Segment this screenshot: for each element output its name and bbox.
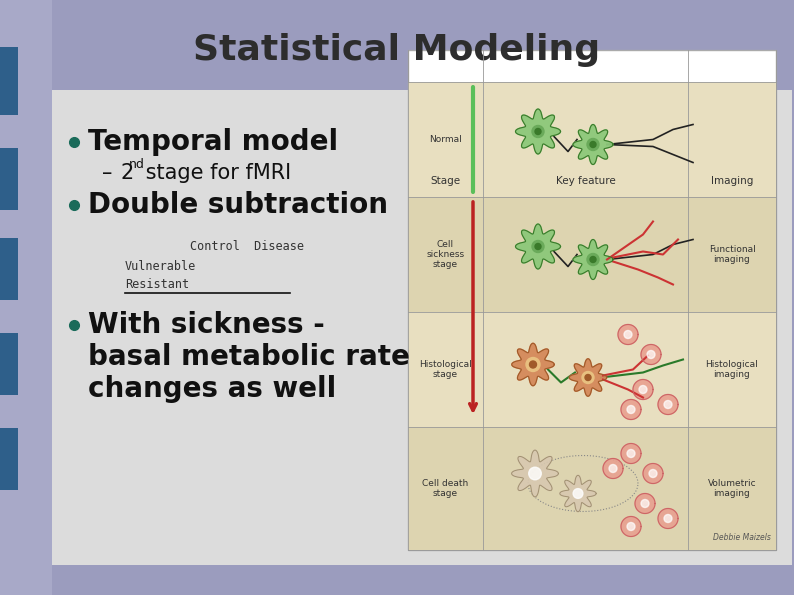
Text: Control  Disease: Control Disease — [190, 240, 304, 253]
Polygon shape — [573, 240, 613, 280]
Bar — [0, 148, 18, 210]
Circle shape — [526, 358, 540, 371]
Text: 2: 2 — [120, 163, 133, 183]
Bar — [0, 333, 18, 395]
Text: Functional
imaging: Functional imaging — [708, 245, 755, 264]
Text: –: – — [102, 163, 119, 183]
Circle shape — [633, 380, 653, 399]
Polygon shape — [515, 224, 561, 269]
Text: Cell
sickness
stage: Cell sickness stage — [426, 240, 464, 270]
Text: Debbie Maizels: Debbie Maizels — [713, 534, 771, 543]
Text: Stage: Stage — [430, 176, 461, 186]
Circle shape — [603, 459, 623, 478]
Text: Statistical Modeling: Statistical Modeling — [194, 33, 600, 67]
Circle shape — [621, 399, 641, 419]
Circle shape — [530, 361, 537, 368]
Circle shape — [535, 129, 541, 134]
Circle shape — [587, 139, 599, 151]
Text: Key feature: Key feature — [556, 176, 615, 186]
Bar — [408, 82, 776, 197]
Circle shape — [529, 467, 542, 480]
Text: Vulnerable: Vulnerable — [125, 261, 196, 274]
Circle shape — [590, 142, 596, 148]
Circle shape — [649, 469, 657, 478]
Text: Double subtraction: Double subtraction — [88, 191, 388, 219]
Bar — [408, 165, 776, 197]
Bar — [52, 90, 792, 565]
Bar — [0, 238, 18, 300]
Circle shape — [641, 499, 649, 508]
Circle shape — [618, 324, 638, 345]
Text: stage for fMRI: stage for fMRI — [139, 163, 291, 183]
Bar — [408, 427, 776, 550]
Circle shape — [627, 406, 635, 414]
Circle shape — [587, 253, 599, 265]
Circle shape — [641, 345, 661, 365]
Text: Histological
stage: Histological stage — [419, 360, 472, 379]
Circle shape — [535, 243, 541, 249]
Polygon shape — [560, 475, 596, 512]
Circle shape — [664, 515, 672, 522]
Text: Volumetric
imaging: Volumetric imaging — [707, 479, 757, 498]
Bar — [0, 47, 18, 115]
Text: Histological
imaging: Histological imaging — [706, 360, 758, 379]
Text: With sickness -: With sickness - — [88, 311, 325, 339]
Circle shape — [643, 464, 663, 484]
Polygon shape — [512, 343, 554, 386]
Circle shape — [532, 240, 544, 252]
Text: basal metabolic rate: basal metabolic rate — [88, 343, 410, 371]
Circle shape — [582, 371, 594, 384]
Circle shape — [621, 516, 641, 537]
Circle shape — [532, 126, 544, 137]
Circle shape — [658, 394, 678, 415]
Text: Cell death
stage: Cell death stage — [422, 479, 468, 498]
Polygon shape — [573, 124, 613, 164]
Text: nd: nd — [129, 158, 145, 171]
Circle shape — [627, 522, 635, 531]
Circle shape — [609, 465, 617, 472]
Circle shape — [627, 449, 635, 458]
Polygon shape — [515, 109, 561, 154]
Bar — [0, 428, 18, 490]
Circle shape — [621, 443, 641, 464]
Circle shape — [573, 488, 583, 499]
Circle shape — [635, 493, 655, 513]
Circle shape — [624, 330, 632, 339]
Text: Imaging: Imaging — [711, 176, 754, 186]
Text: Resistant: Resistant — [125, 277, 189, 290]
Bar — [408, 50, 776, 550]
Bar — [0, 0, 52, 595]
Polygon shape — [569, 359, 607, 396]
Text: changes as well: changes as well — [88, 375, 336, 403]
Text: Normal: Normal — [429, 135, 462, 144]
Circle shape — [585, 374, 591, 380]
Circle shape — [664, 400, 672, 409]
Text: Temporal model: Temporal model — [88, 128, 338, 156]
Bar — [408, 312, 776, 427]
Polygon shape — [511, 450, 558, 497]
Circle shape — [658, 509, 678, 528]
Circle shape — [647, 350, 655, 359]
Bar — [408, 197, 776, 312]
Circle shape — [590, 256, 596, 262]
Circle shape — [639, 386, 647, 393]
